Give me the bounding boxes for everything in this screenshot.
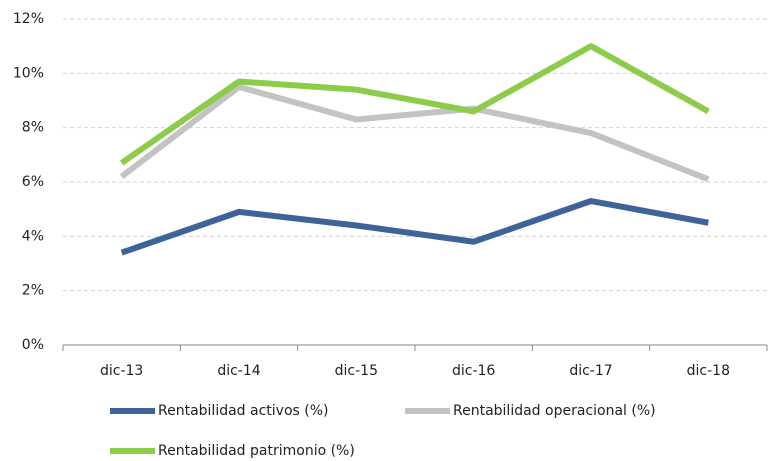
x-tick-label: dic-18 [687,363,730,379]
y-tick-label: 0% [22,337,44,353]
series-line [119,83,710,183]
x-tick-label: dic-17 [569,363,612,379]
y-tick-label: 8% [22,120,44,136]
series-line [119,43,710,166]
y-tick-label: 6% [22,174,44,190]
x-tick-label: dic-14 [217,363,260,379]
legend-label: Rentabilidad activos (%) [158,403,329,419]
series-line [120,198,709,256]
x-tick-label: dic-13 [100,363,143,379]
y-tick-label: 4% [22,228,44,244]
legend-label: Rentabilidad operacional (%) [453,403,656,419]
y-tick-label: 2% [22,283,44,299]
x-tick-label: dic-16 [452,363,495,379]
y-tick-label: 12% [13,11,44,27]
legend-label: Rentabilidad patrimonio (%) [158,443,355,459]
x-tick-label: dic-15 [335,363,378,379]
y-tick-label: 10% [13,65,44,81]
